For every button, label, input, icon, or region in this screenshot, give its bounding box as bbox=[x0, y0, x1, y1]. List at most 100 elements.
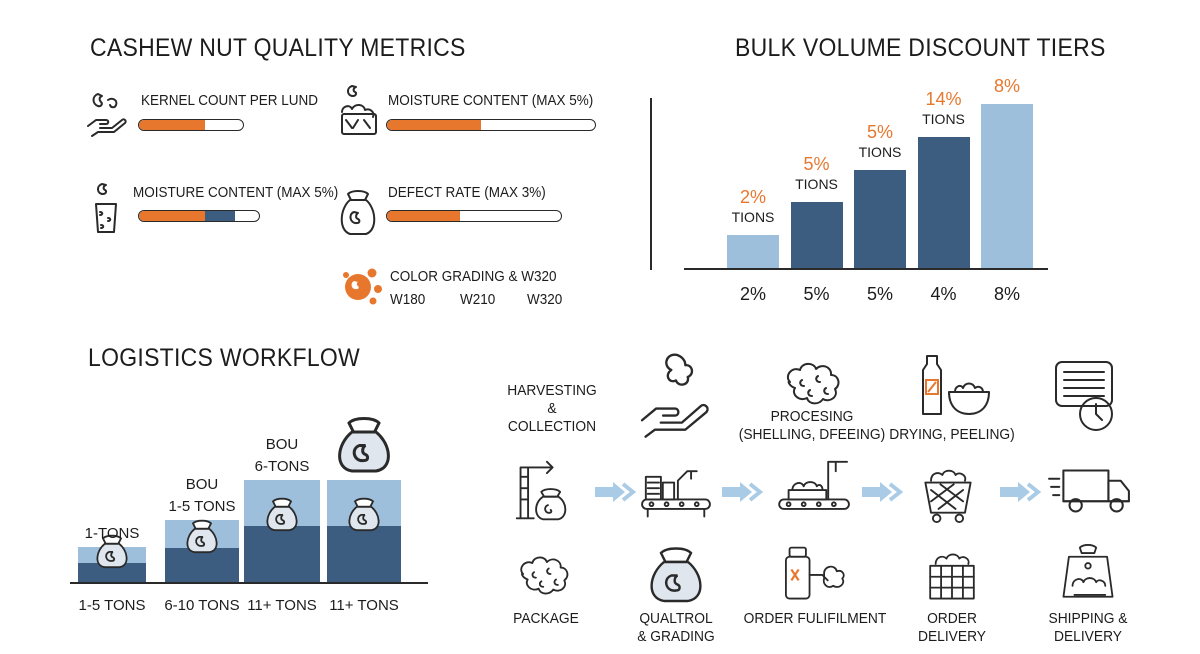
step-label-line: DELIVERY bbox=[1053, 628, 1123, 645]
machine-icon bbox=[776, 544, 854, 604]
step-drying-label: DRYING, PEELING) bbox=[860, 426, 1044, 444]
metric-bar bbox=[138, 210, 260, 222]
tier-sublabel: 6-TONS bbox=[254, 457, 310, 475]
metric-label: KERNEL COUNT PER LUND bbox=[141, 92, 319, 109]
grade-label: W210 bbox=[460, 291, 496, 308]
step-label-line: HARVESTING bbox=[507, 382, 597, 399]
hand-cashew-icon bbox=[635, 350, 717, 438]
step-label-line: & bbox=[547, 400, 557, 417]
discount-bar-value: 5% bbox=[866, 121, 893, 142]
hand-cashew-icon bbox=[87, 93, 127, 137]
tier-label: BOU bbox=[185, 475, 219, 493]
step-label-line: & GRADING bbox=[637, 628, 715, 645]
quality-title: CASHEW NUT QUALITY METRICS bbox=[90, 34, 466, 62]
step-label-line: PACKAGE bbox=[513, 610, 579, 627]
discount-bar bbox=[917, 136, 970, 268]
metric-bar-fill-secondary bbox=[205, 211, 235, 221]
clock-panel-icon bbox=[1050, 356, 1120, 436]
cashew-sack-icon bbox=[340, 190, 376, 235]
step-label: QUALTROL & GRADING bbox=[584, 610, 768, 646]
discount-x-tick-label: 4% bbox=[930, 284, 957, 304]
step-label-line: COLLECTION bbox=[507, 418, 597, 435]
processing-machine-icon bbox=[772, 458, 858, 524]
tag-icon bbox=[1054, 544, 1122, 604]
tier-bar-fill bbox=[327, 525, 401, 582]
discount-x-tick-label: 8% bbox=[993, 284, 1020, 304]
discount-bar-unit: TIONS bbox=[731, 209, 775, 226]
flow-arrow-icon bbox=[1000, 482, 1042, 502]
metric-bar bbox=[138, 119, 244, 131]
discount-bar-unit: TIONS bbox=[858, 143, 902, 160]
step-label: SHIPPING & DELIVERY bbox=[996, 610, 1180, 646]
sack-icon bbox=[94, 533, 130, 569]
cashew-pile-icon bbox=[514, 544, 578, 604]
chart-y-axis bbox=[650, 98, 652, 270]
discount-bar-unit: TIONS bbox=[922, 110, 965, 127]
tier-x-label: 11+ TONS bbox=[247, 597, 317, 614]
tier-x-label: 6-10 TONS bbox=[164, 597, 240, 614]
metric-label: MOISTURE CONTENT (MAX 5%) bbox=[133, 184, 339, 201]
flow-arrow-icon bbox=[722, 482, 764, 502]
discount-bar-value: 2% bbox=[739, 187, 766, 208]
step-label-line: ORDER bbox=[927, 610, 977, 627]
cashew-box-icon bbox=[341, 85, 377, 135]
discount-x-tick-label: 2% bbox=[739, 284, 766, 304]
discount-bar-value: 5% bbox=[803, 154, 830, 175]
flow-arrow-icon bbox=[595, 482, 637, 502]
metric-bar-fill bbox=[387, 211, 461, 221]
metric-label: MOISTURE CONTENT (MAX 5%) bbox=[388, 92, 594, 109]
flow-arrow-icon bbox=[862, 482, 904, 502]
discount-bar-value: 8% bbox=[993, 76, 1020, 96]
tier-x-label: 1-5 TONS bbox=[78, 597, 146, 614]
discount-bar-value: 14% bbox=[925, 88, 962, 109]
grade-label: W320 bbox=[527, 291, 563, 308]
tier-bar-fill bbox=[165, 547, 239, 582]
step-label-line: SHIPPING & bbox=[1048, 610, 1128, 627]
tier-x-label: 11+ TONS bbox=[329, 597, 399, 614]
discount-bar bbox=[981, 104, 1033, 268]
discount-title: BULK VOLUME DISCOUNT TIERS bbox=[735, 34, 1106, 62]
sack-icon bbox=[646, 544, 706, 604]
cashew-jar-icon bbox=[95, 183, 117, 233]
crane-sack-icon bbox=[511, 458, 581, 524]
step-label: ORDER DELIVERY bbox=[860, 610, 1044, 646]
metric-bar-fill bbox=[139, 211, 205, 221]
step-label-line: DRYING, PEELING) bbox=[889, 426, 1015, 443]
step-label-line: ORDER FULIFILMENT bbox=[743, 610, 887, 627]
discount-x-tick-label: 5% bbox=[803, 284, 830, 304]
step-label-line: (SHELLING, DFEEING) bbox=[738, 426, 886, 443]
step-label-line: DELIVERY bbox=[917, 628, 987, 645]
step-label: PACKAGE bbox=[454, 610, 638, 628]
large-sack-icon bbox=[334, 414, 394, 474]
crate-icon bbox=[921, 544, 983, 604]
tier-label: BOU bbox=[265, 435, 299, 453]
logistics-title: LOGISTICS WORKFLOW bbox=[88, 344, 361, 372]
chart-x-axis bbox=[684, 268, 1048, 270]
tier-sublabel: 1-5 TONS bbox=[168, 497, 236, 515]
color-grading-icon bbox=[343, 268, 382, 305]
step-processing-label: PROCESING (SHELLING, DFEEING) bbox=[720, 408, 904, 444]
discount-bar bbox=[790, 202, 843, 268]
discount-x-tick-label: 5% bbox=[866, 284, 893, 304]
metric-bar-fill bbox=[139, 120, 205, 130]
metric-bar bbox=[386, 210, 562, 222]
sack-icon bbox=[184, 518, 220, 554]
conveyor-icon bbox=[634, 458, 718, 524]
metric-bar bbox=[386, 119, 596, 131]
tier-bar-fill bbox=[78, 562, 146, 582]
bottle-bowl-icon bbox=[915, 352, 995, 422]
step-label-line: QUALTROL bbox=[639, 610, 713, 627]
metric-label: DEFECT RATE (MAX 3%) bbox=[388, 184, 546, 201]
tiers-baseline bbox=[70, 582, 428, 584]
grade-label: W180 bbox=[390, 291, 426, 308]
step-label: ORDER FULIFILMENT bbox=[723, 610, 907, 628]
discount-bar-unit: TIONS bbox=[795, 176, 838, 193]
truck-icon bbox=[1047, 458, 1133, 524]
step-label-line: PROCESING bbox=[770, 408, 854, 425]
metric-bar-fill bbox=[387, 120, 481, 130]
discount-bar bbox=[854, 169, 906, 268]
color-grading-label: COLOR GRADING & W320 bbox=[390, 268, 557, 285]
discount-bar bbox=[727, 235, 779, 268]
tier-label: 1-TONS bbox=[84, 525, 140, 542]
step-harvesting-label: HARVESTING & COLLECTION bbox=[460, 382, 644, 436]
